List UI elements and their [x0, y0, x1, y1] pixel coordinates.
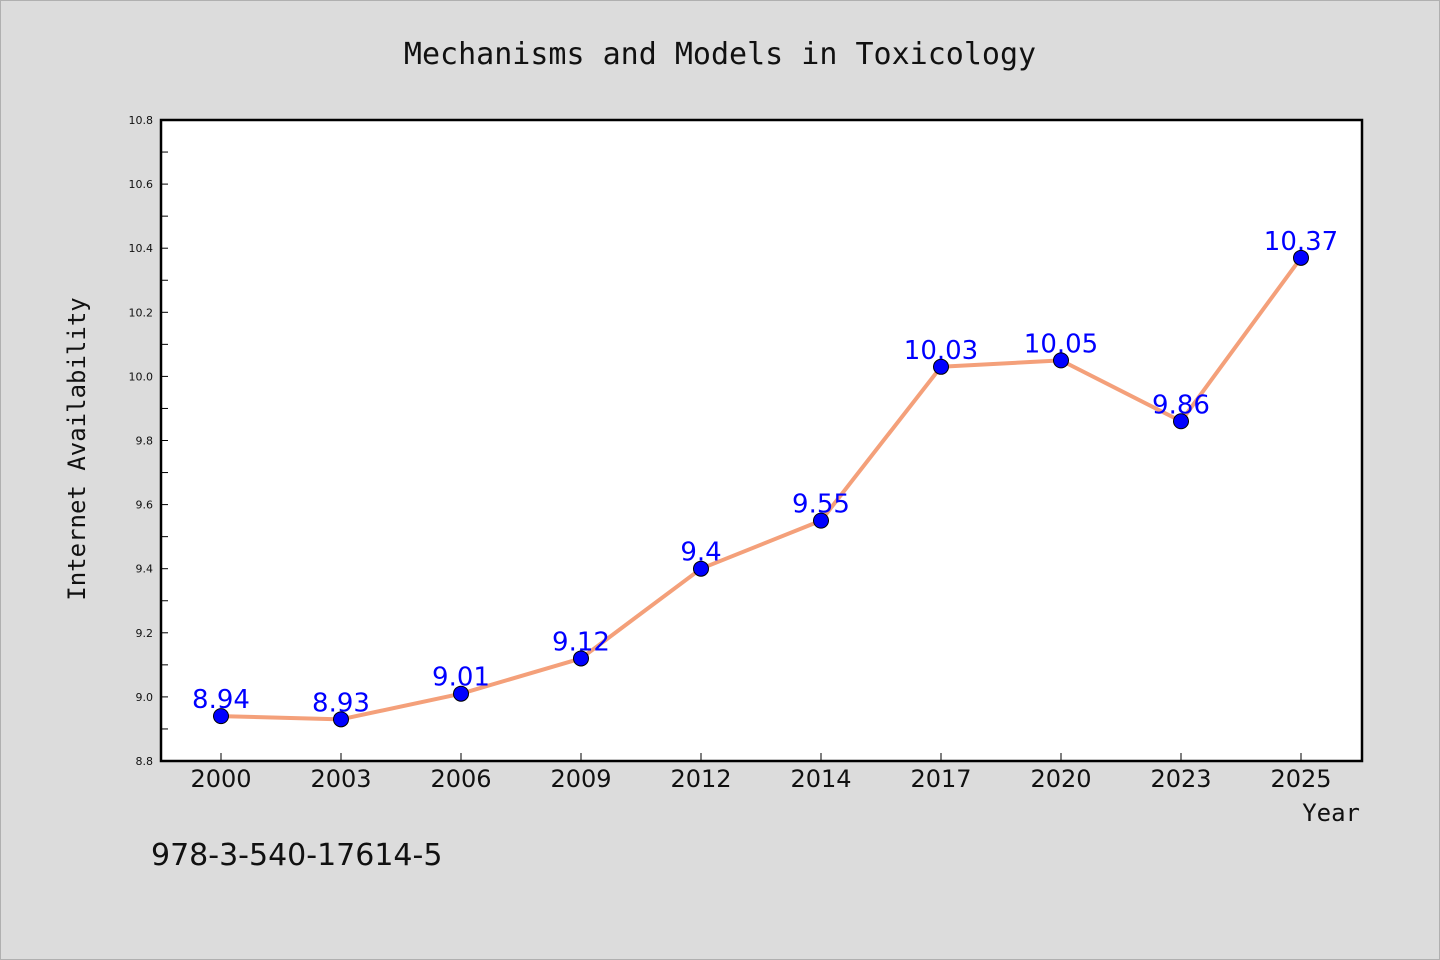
- x-axis: 2000 2003 2006 2009 2012 2014 2017 2020 2023 2025: [190, 753, 1332, 793]
- data-point: [813, 512, 829, 529]
- data-label: 9.12: [552, 627, 610, 657]
- data-point: [1293, 249, 1309, 266]
- x-tick-label: 2009: [550, 765, 611, 793]
- y-tick-label: 10.8: [129, 114, 154, 127]
- data-point: [333, 711, 349, 728]
- data-label: 10.03: [904, 336, 978, 366]
- data-label: 10.37: [1264, 227, 1338, 257]
- data-label: 9.01: [432, 663, 490, 693]
- series-polyline: [220, 256, 1303, 722]
- y-tick-label: 10.6: [129, 178, 154, 191]
- y-tick-label: 9.0: [136, 691, 154, 704]
- data-label: 9.86: [1152, 390, 1210, 420]
- x-tick-label: 2006: [430, 765, 491, 793]
- y-tick-label: 10.2: [129, 306, 154, 319]
- chart-title: Mechanisms and Models in Toxicology: [404, 37, 1036, 72]
- y-tick-label: 8.8: [136, 755, 154, 768]
- y-axis: 8.8 9.0 9.2 9.4 9.6 9.8 10.0 10.2 10.4 10.6 10.8: [129, 114, 168, 768]
- y-tick-label: 9.6: [136, 499, 154, 512]
- data-point: [573, 650, 589, 667]
- plot-area: [159, 118, 1364, 763]
- y-tick-label: 10.0: [129, 370, 154, 383]
- data-label: 9.55: [792, 490, 850, 520]
- data-point: [933, 358, 949, 375]
- x-tick-label: 2003: [310, 765, 371, 793]
- footnote: 978-3-540-17614-5: [151, 838, 442, 873]
- y-tick-label: 10.4: [129, 242, 154, 255]
- x-tick-label: 2020: [1030, 765, 1091, 793]
- x-tick-label: 2012: [670, 765, 731, 793]
- x-tick-label: 2014: [790, 765, 851, 793]
- x-tick-label: 2023: [1150, 765, 1211, 793]
- data-label: 8.93: [312, 688, 370, 718]
- y-axis-label: Internet Availability: [63, 297, 91, 600]
- series-line: [213, 249, 1309, 728]
- x-axis-label: Year: [1302, 799, 1360, 827]
- data-label: 10.05: [1024, 329, 1098, 359]
- data-point: [453, 685, 469, 702]
- data-labels: 8.94 8.93 9.01 9.12 9.4 9.55 10.03 10.05 9.86 10.…: [192, 227, 1338, 719]
- data-point: [1173, 413, 1189, 430]
- y-tick-label: 9.8: [136, 435, 154, 448]
- x-tick-label: 2000: [190, 765, 251, 793]
- data-label: 9.4: [680, 538, 721, 568]
- data-point: [1053, 352, 1069, 369]
- data-point: [213, 708, 229, 725]
- y-tick-label: 9.4: [136, 563, 154, 576]
- data-point: [693, 560, 709, 577]
- y-tick-label: 9.2: [136, 627, 154, 640]
- x-tick-label: 2017: [910, 765, 971, 793]
- data-label: 8.94: [192, 685, 250, 715]
- x-tick-label: 2025: [1270, 765, 1331, 793]
